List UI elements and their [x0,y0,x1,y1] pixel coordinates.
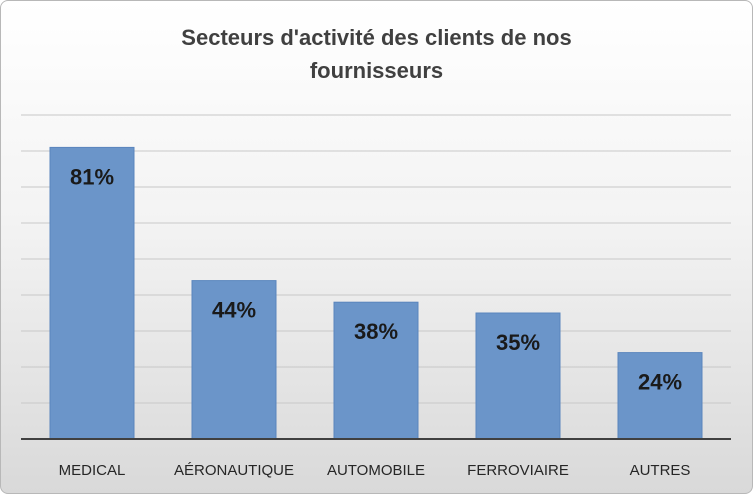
chart-title-line-1: Secteurs d'activité des clients de nos [181,25,572,50]
x-tick-label: AUTRES [630,462,691,479]
bar-autres [617,352,703,440]
bar-ferroviaire [475,312,561,440]
data-label: 35% [496,330,540,355]
x-tick-label: MEDICAL [59,462,126,479]
chart-title: Secteurs d'activité des clients de nos f… [1,21,752,87]
data-label: 44% [212,298,256,323]
chart-title-line-2: fournisseurs [309,58,444,83]
data-label: 24% [638,370,682,395]
bar-automobile [333,301,419,440]
x-tick-label: AÉRONAUTIQUE [174,462,294,479]
bar-aéronautique [191,280,277,440]
x-tick-label: FERROVIAIRE [467,462,569,479]
x-tick-label: AUTOMOBILE [327,462,425,479]
data-label: 81% [70,164,114,189]
data-label: 38% [354,319,398,344]
bar-medical [49,146,135,440]
